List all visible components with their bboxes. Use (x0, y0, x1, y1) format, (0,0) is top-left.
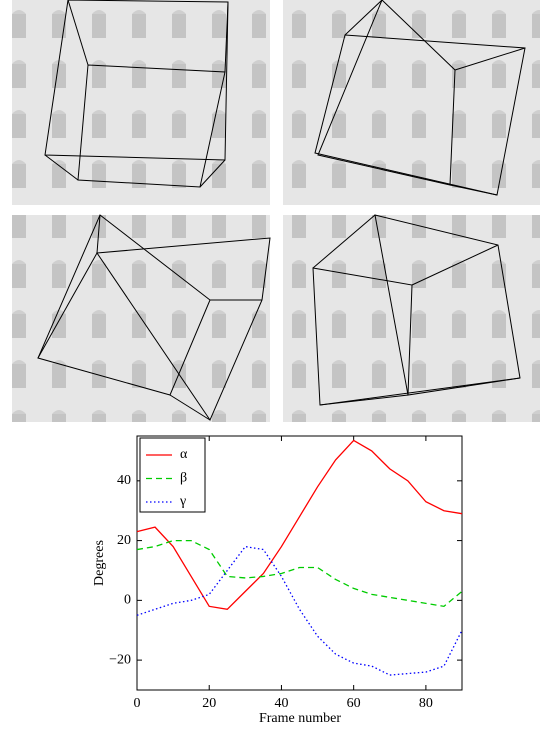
y-tick-label: 40 (117, 473, 131, 488)
plot-frame (136, 435, 463, 691)
cube-overlay (37, 214, 271, 422)
data-line (136, 539, 463, 608)
x-tick-label: 60 (347, 696, 361, 711)
x-tick-label: 20 (202, 696, 216, 711)
photo-panel (283, 215, 540, 422)
legend-label: γ (179, 494, 186, 509)
cube-overlay (312, 214, 521, 406)
cube-overlay (44, 0, 229, 188)
photo-panel (283, 0, 540, 205)
data-line (136, 545, 463, 676)
x-tick-label: 40 (274, 696, 288, 711)
photo-panel (12, 0, 270, 205)
x-axis-label: Frame number (259, 711, 341, 726)
legend-label: β (180, 471, 187, 486)
y-axis-label: Degrees (92, 540, 107, 586)
legend-box (139, 437, 206, 513)
x-tick-label: 80 (419, 696, 433, 711)
y-tick-label: 0 (124, 593, 131, 608)
x-tick-label: 0 (134, 696, 141, 711)
y-tick-label: −20 (109, 652, 131, 667)
photo-panels (12, 0, 540, 422)
legend-label: α (180, 447, 188, 462)
data-line (136, 439, 463, 611)
y-tick-label: 20 (117, 533, 131, 548)
cube-overlay (314, 0, 526, 196)
